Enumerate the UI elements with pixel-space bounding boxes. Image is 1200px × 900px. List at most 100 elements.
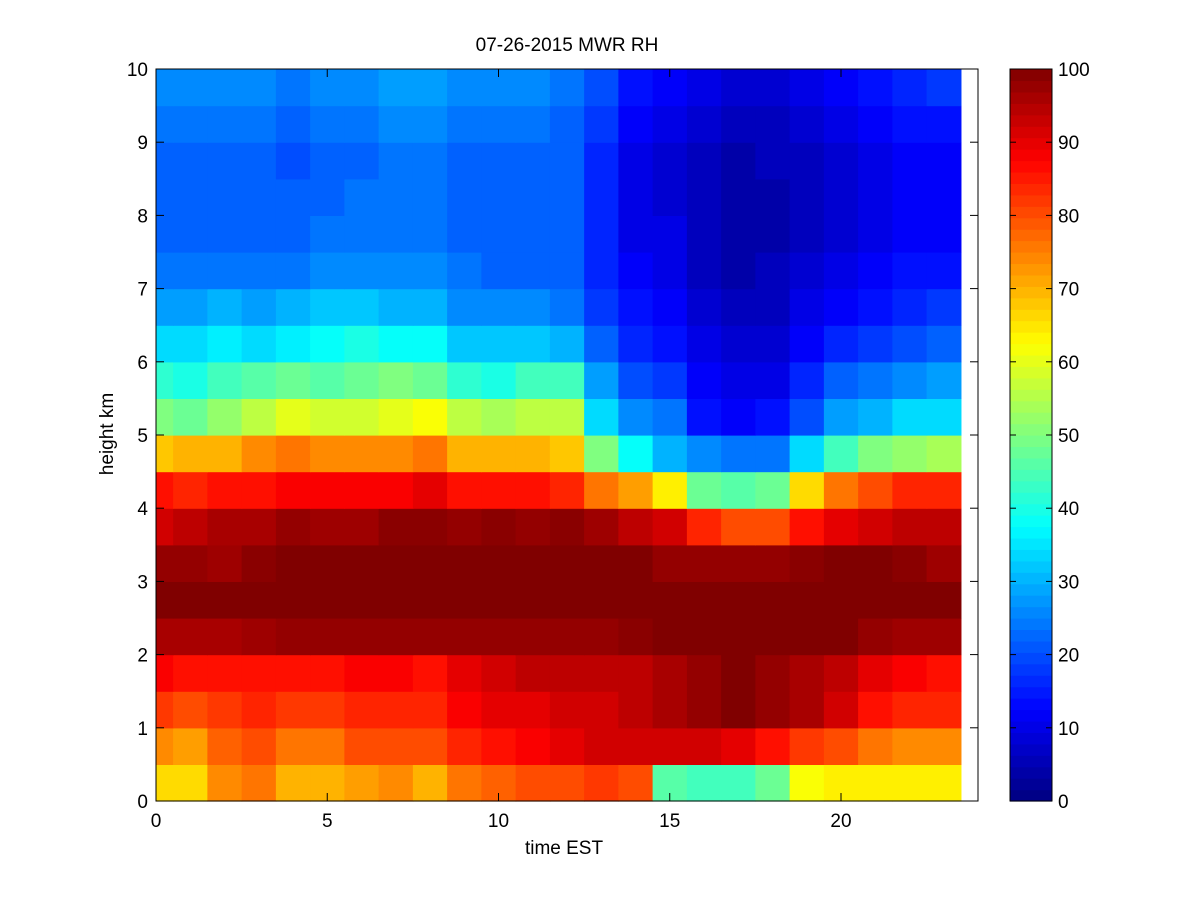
heatmap-cell: [481, 215, 517, 253]
heatmap-cell: [652, 618, 688, 656]
heatmap-cell: [412, 398, 448, 436]
heatmap-cell: [926, 252, 962, 290]
colorbar-segment: [1010, 629, 1052, 642]
heatmap-cell: [823, 215, 859, 253]
heatmap-cell: [584, 361, 619, 399]
heatmap-cell: [275, 215, 311, 253]
colorbar-segment: [1010, 69, 1052, 82]
heatmap-cell: [378, 288, 414, 326]
heatmap-cell: [721, 618, 756, 656]
heatmap-cell: [481, 471, 517, 509]
colorbar-segment: [1010, 469, 1052, 482]
heatmap-cell: [173, 618, 208, 656]
heatmap-cell: [207, 727, 243, 765]
y-axis-label: height km: [97, 393, 118, 475]
heatmap-cell: [378, 435, 414, 473]
colorbar-segment: [1010, 572, 1052, 585]
heatmap-cell: [789, 508, 825, 546]
heatmap-cell: [207, 252, 243, 290]
heatmap-cell: [755, 471, 791, 509]
heatmap-cell: [892, 508, 928, 546]
heatmap-cell: [892, 69, 928, 107]
heatmap-cell: [652, 508, 688, 546]
y-tick-label: 0: [137, 792, 148, 813]
heatmap-cell: [310, 618, 345, 656]
heatmap-cell: [618, 471, 654, 509]
colorbar-tick-label: 30: [1058, 572, 1079, 593]
heatmap-cell: [310, 361, 345, 399]
heatmap-cell: [241, 764, 277, 802]
heatmap-cell: [584, 435, 619, 473]
heatmap-cell: [207, 471, 243, 509]
heatmap-cell: [275, 69, 311, 107]
heatmap-cell: [892, 764, 928, 802]
heatmap-cell: [275, 727, 311, 765]
heatmap-cell: [858, 508, 893, 546]
heatmap-cell: [686, 361, 722, 399]
heatmap-cell: [447, 398, 482, 436]
heatmap-cell: [789, 727, 825, 765]
colorbar-segment: [1010, 194, 1052, 207]
heatmap-cell: [310, 435, 345, 473]
heatmap-cell: [310, 288, 345, 326]
heatmap-cell: [344, 508, 380, 546]
heatmap-cell: [275, 325, 311, 363]
heatmap-cell: [207, 544, 243, 582]
heatmap-cell: [652, 215, 688, 253]
heatmap-cell: [721, 361, 756, 399]
heatmap-cell: [926, 764, 962, 802]
heatmap-cell: [926, 105, 962, 143]
colorbar-segment: [1010, 652, 1052, 665]
y-tick-label: 2: [137, 646, 148, 667]
heatmap-cell: [652, 581, 688, 619]
heatmap-cell: [584, 727, 619, 765]
colorbar-segment: [1010, 606, 1052, 619]
heatmap-cell: [686, 215, 722, 253]
colorbar-tick-label: 0: [1058, 792, 1069, 813]
heatmap-cell: [823, 435, 859, 473]
y-tick-label: 9: [137, 133, 148, 154]
heatmap-cell: [858, 142, 893, 180]
heatmap-cell: [378, 508, 414, 546]
colorbar-segment: [1010, 560, 1052, 573]
heatmap-cell: [823, 618, 859, 656]
heatmap-cell: [344, 544, 380, 582]
heatmap-cell: [481, 691, 517, 729]
heatmap-cell: [447, 618, 482, 656]
heatmap-cell: [549, 764, 585, 802]
y-tick-label: 10: [127, 60, 148, 81]
heatmap-cell: [207, 215, 243, 253]
colorbar-segment: [1010, 446, 1052, 459]
heatmap-cell: [207, 508, 243, 546]
heatmap-cell: [447, 508, 482, 546]
heatmap-cell: [618, 398, 654, 436]
heatmap-cell: [549, 252, 585, 290]
heatmap-cells: [156, 69, 962, 802]
heatmap-cell: [584, 618, 619, 656]
heatmap-cell: [721, 764, 756, 802]
heatmap-cell: [412, 215, 448, 253]
heatmap-cell: [789, 215, 825, 253]
heatmap-cell: [344, 288, 380, 326]
heatmap-cell: [515, 105, 551, 143]
colorbar-segment: [1010, 366, 1052, 379]
heatmap-cell: [789, 252, 825, 290]
heatmap-cell: [173, 105, 208, 143]
heatmap-cell: [789, 105, 825, 143]
colorbar-segment: [1010, 171, 1052, 184]
heatmap-cell: [378, 361, 414, 399]
heatmap-cell: [156, 325, 174, 363]
heatmap-cell: [618, 727, 654, 765]
heatmap-cell: [412, 69, 448, 107]
colorbar-segment: [1010, 149, 1052, 162]
heatmap-cell: [481, 142, 517, 180]
heatmap-cell: [755, 727, 791, 765]
heatmap-cell: [515, 288, 551, 326]
heatmap-cell: [344, 435, 380, 473]
heatmap-cell: [310, 252, 345, 290]
heatmap-cell: [481, 581, 517, 619]
heatmap-cell: [310, 178, 345, 216]
heatmap-cell: [344, 581, 380, 619]
heatmap-cell: [207, 581, 243, 619]
heatmap-cell: [549, 691, 585, 729]
